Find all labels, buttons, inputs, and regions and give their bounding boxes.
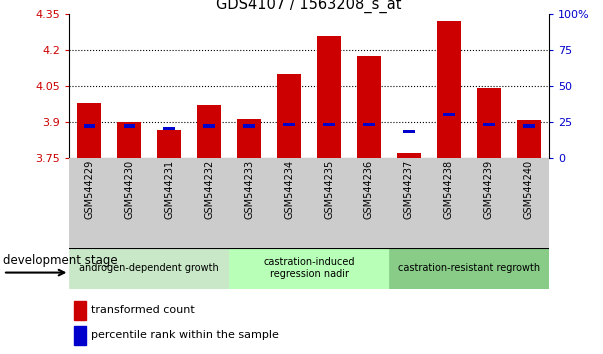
Bar <box>477 88 500 158</box>
Bar <box>363 123 374 126</box>
Text: GSM544230: GSM544230 <box>124 160 134 219</box>
Bar <box>229 248 389 289</box>
Text: androgen-dependent growth: androgen-dependent growth <box>80 263 219 273</box>
Bar <box>163 127 175 130</box>
Bar <box>77 103 101 158</box>
Bar <box>523 125 534 127</box>
Bar <box>157 130 181 158</box>
Bar <box>203 125 215 127</box>
Bar <box>109 158 149 248</box>
Bar <box>74 326 86 345</box>
Bar <box>283 123 295 126</box>
Text: GSM544234: GSM544234 <box>284 160 294 219</box>
Text: GSM544239: GSM544239 <box>484 160 494 219</box>
Bar <box>69 248 229 289</box>
Bar <box>349 158 389 248</box>
Text: GSM544235: GSM544235 <box>324 160 334 219</box>
Bar <box>517 120 541 158</box>
Bar <box>483 123 494 126</box>
Bar <box>323 123 335 126</box>
Bar <box>429 158 469 248</box>
Bar <box>237 119 261 158</box>
Text: castration-resistant regrowth: castration-resistant regrowth <box>398 263 540 273</box>
Bar <box>469 158 509 248</box>
Bar <box>124 125 135 127</box>
Bar <box>229 158 269 248</box>
Bar <box>389 158 429 248</box>
Bar <box>117 122 141 158</box>
Text: GSM544231: GSM544231 <box>164 160 174 219</box>
Bar <box>197 105 221 158</box>
Text: GSM544233: GSM544233 <box>244 160 254 219</box>
Title: GDS4107 / 1563208_s_at: GDS4107 / 1563208_s_at <box>216 0 402 13</box>
Text: GSM544240: GSM544240 <box>524 160 534 219</box>
Text: GSM544232: GSM544232 <box>204 160 214 219</box>
Text: percentile rank within the sample: percentile rank within the sample <box>91 330 279 340</box>
Bar <box>189 158 229 248</box>
Bar <box>244 125 255 127</box>
Bar <box>69 158 109 248</box>
Text: GSM544236: GSM544236 <box>364 160 374 219</box>
Bar <box>389 248 549 289</box>
Bar <box>443 113 455 116</box>
Bar <box>309 158 349 248</box>
Text: GSM544238: GSM544238 <box>444 160 454 219</box>
Text: castration-induced
regression nadir: castration-induced regression nadir <box>264 257 355 279</box>
Text: GSM544229: GSM544229 <box>84 160 94 219</box>
Text: GSM544237: GSM544237 <box>404 160 414 219</box>
Bar <box>317 36 341 158</box>
Bar <box>397 153 421 158</box>
Bar <box>437 21 461 158</box>
Bar <box>357 56 381 158</box>
Bar <box>84 125 95 127</box>
Text: development stage: development stage <box>3 254 118 267</box>
Bar <box>150 158 189 248</box>
Text: transformed count: transformed count <box>91 306 195 315</box>
Bar <box>269 158 309 248</box>
Bar <box>277 74 301 158</box>
Bar <box>509 158 549 248</box>
Bar <box>74 301 86 320</box>
Bar <box>403 130 415 133</box>
